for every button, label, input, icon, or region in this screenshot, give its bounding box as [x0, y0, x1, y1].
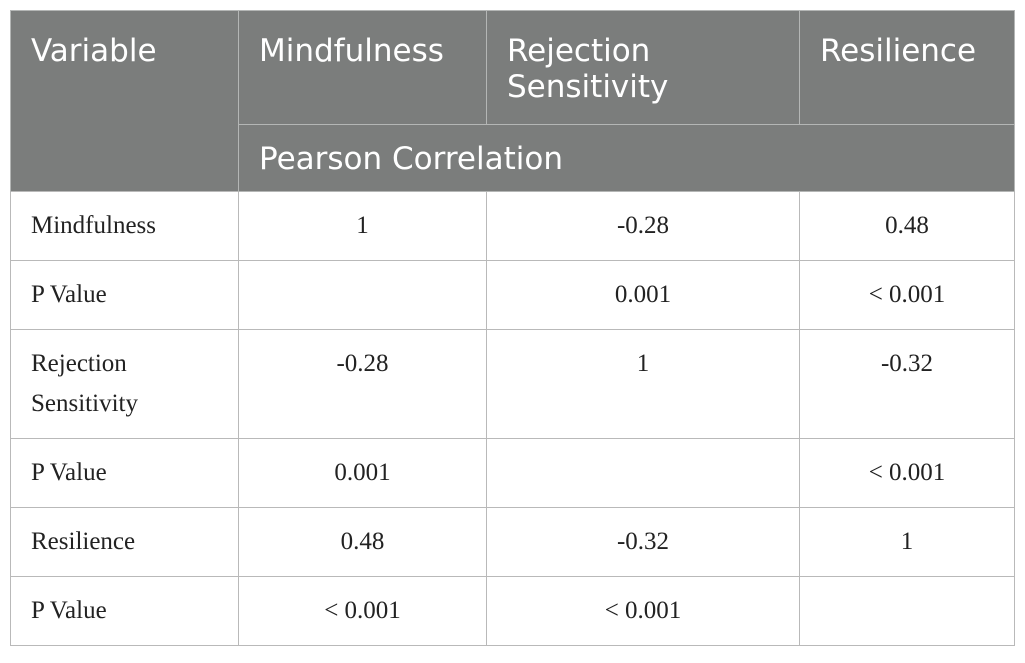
cell-rejection-sensitivity: < 0.001 [486, 576, 800, 646]
table-row: P Value < 0.001 < 0.001 [10, 576, 1015, 646]
row-label: P Value [10, 438, 239, 508]
cell-resilience: < 0.001 [799, 260, 1015, 330]
cell-mindfulness: < 0.001 [238, 576, 487, 646]
header-pearson-correlation: Pearson Correlation [238, 124, 1015, 192]
correlation-table: Variable Mindfulness Rejection Sensitivi… [10, 10, 1015, 646]
cell-mindfulness: 0.48 [238, 507, 487, 577]
cell-rejection-sensitivity: -0.32 [486, 507, 800, 577]
row-label: Resilience [10, 507, 239, 577]
cell-mindfulness: -0.28 [238, 329, 487, 439]
cell-resilience: 1 [799, 507, 1015, 577]
table-row: P Value 0.001 < 0.001 [10, 260, 1015, 330]
row-label: P Value [10, 260, 239, 330]
header-mindfulness: Mindfulness [238, 10, 487, 125]
cell-mindfulness: 0.001 [238, 438, 487, 508]
cell-resilience [799, 576, 1015, 646]
cell-rejection-sensitivity: 0.001 [486, 260, 800, 330]
table-row: Rejection Sensitivity -0.28 1 -0.32 [10, 329, 1015, 439]
cell-resilience: -0.32 [799, 329, 1015, 439]
cell-mindfulness [238, 260, 487, 330]
cell-rejection-sensitivity [486, 438, 800, 508]
header-rejection-sensitivity: Rejection Sensitivity [486, 10, 800, 125]
table-row: Mindfulness 1 -0.28 0.48 [10, 191, 1015, 261]
cell-mindfulness: 1 [238, 191, 487, 261]
header-row: Variable Mindfulness Rejection Sensitivi… [10, 10, 1015, 192]
cell-resilience: < 0.001 [799, 438, 1015, 508]
table-row: P Value 0.001 < 0.001 [10, 438, 1015, 508]
header-resilience: Resilience [799, 10, 1015, 125]
cell-resilience: 0.48 [799, 191, 1015, 261]
header-variable: Variable [10, 10, 239, 192]
row-label: Mindfulness [10, 191, 239, 261]
cell-rejection-sensitivity: 1 [486, 329, 800, 439]
cell-rejection-sensitivity: -0.28 [486, 191, 800, 261]
subheader-row: Pearson Correlation [11, 124, 1015, 192]
row-label: Rejection Sensitivity [10, 329, 239, 439]
row-label: P Value [10, 576, 239, 646]
table-row: Resilience 0.48 -0.32 1 [10, 507, 1015, 577]
